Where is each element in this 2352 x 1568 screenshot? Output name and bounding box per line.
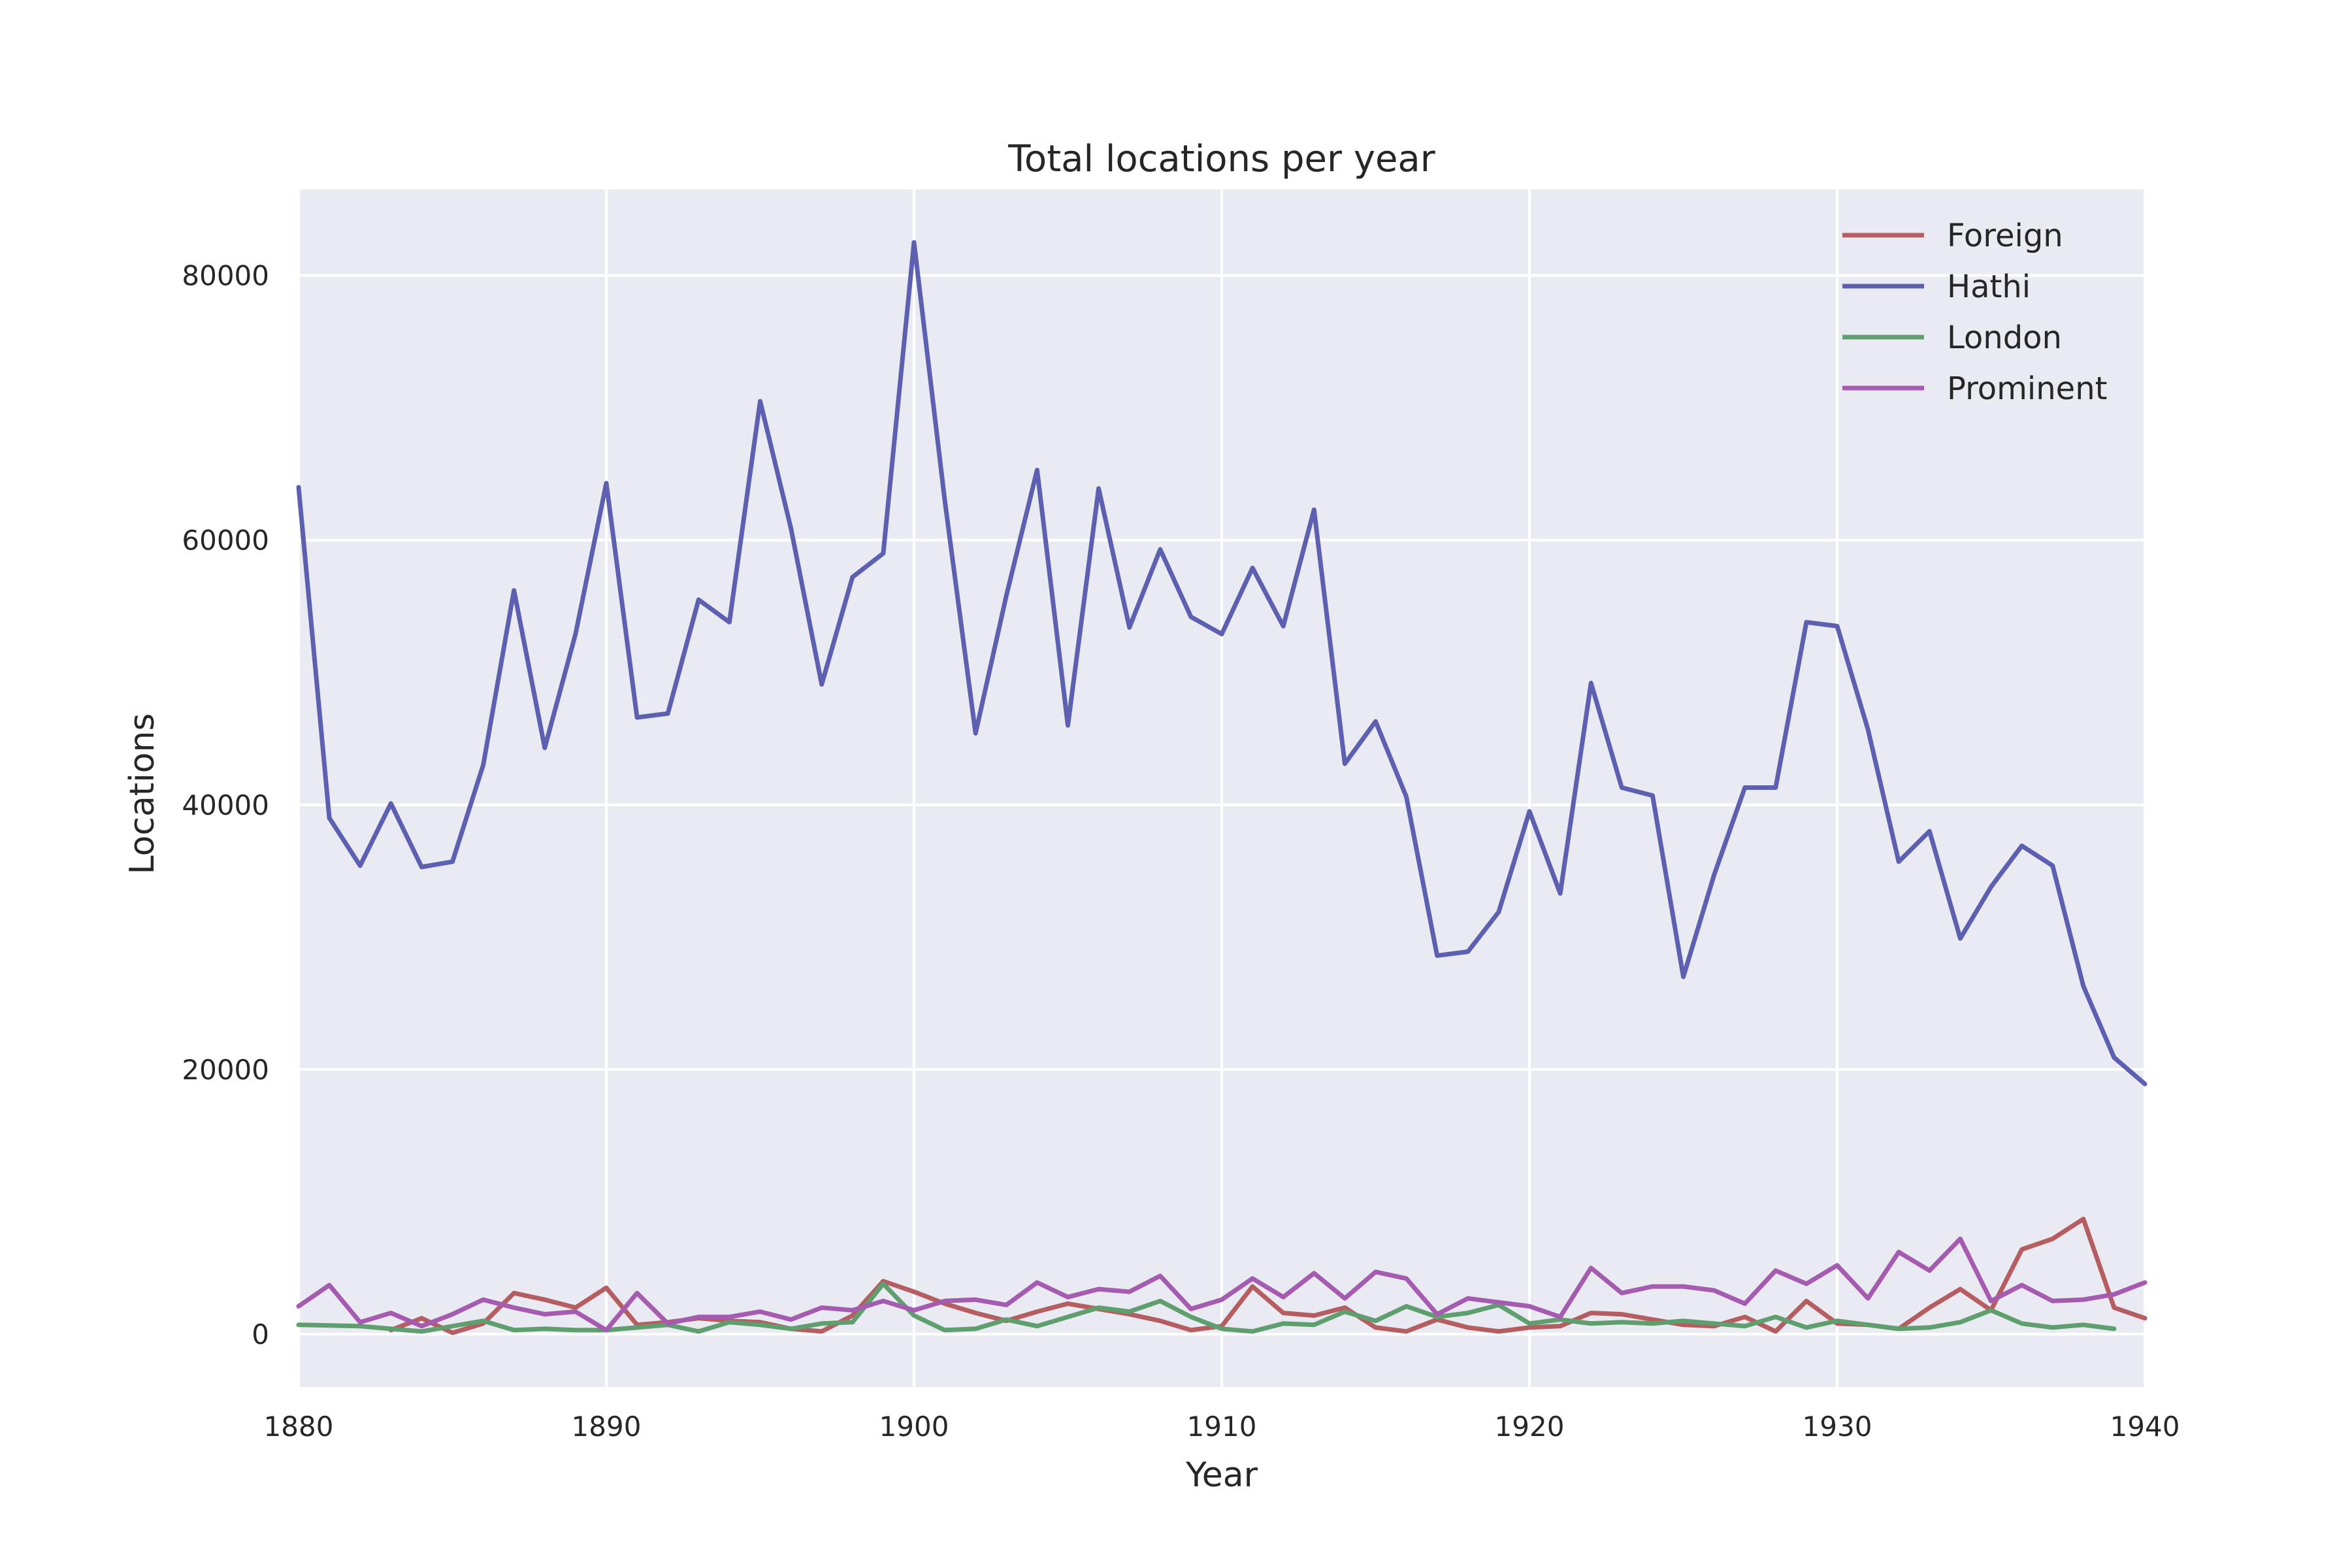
y-tick-label: 60000 [182, 525, 269, 557]
x-tick-label: 1930 [1803, 1411, 1872, 1443]
legend-label-prominent: Prominent [1947, 370, 2107, 407]
legend: Foreign Hathi London Prominent [1842, 218, 2107, 407]
x-tick-label: 1890 [572, 1411, 642, 1443]
x-axis-label: Year [1185, 1456, 1258, 1495]
series-lines [296, 240, 2148, 1335]
y-axis-ticks: 0 20000 40000 60000 80000 [182, 260, 269, 1350]
x-tick-label: 1910 [1187, 1411, 1257, 1443]
x-tick-label: 1900 [879, 1411, 949, 1443]
legend-label-hathi: Hathi [1947, 269, 2031, 305]
chart-title: Total locations per year [1007, 138, 1435, 180]
x-axis-ticks: 1880 1890 1900 1910 1920 1930 1940 [264, 1411, 2180, 1443]
y-axis-label: Locations [123, 713, 162, 874]
series-line-hathi [296, 240, 2148, 1086]
y-tick-label: 40000 [182, 789, 269, 821]
x-tick-label: 1940 [2110, 1411, 2180, 1443]
legend-label-foreign: Foreign [1947, 218, 2063, 254]
x-tick-label: 1920 [1495, 1411, 1565, 1443]
y-tick-label: 20000 [182, 1054, 269, 1086]
series-line-prominent [296, 1236, 2148, 1333]
legend-label-london: London [1947, 319, 2062, 356]
series-line-london [296, 1281, 2117, 1334]
grid-lines [297, 189, 2146, 1387]
y-tick-label: 80000 [182, 260, 269, 292]
x-tick-label: 1880 [264, 1411, 334, 1443]
y-tick-label: 0 [252, 1318, 269, 1350]
